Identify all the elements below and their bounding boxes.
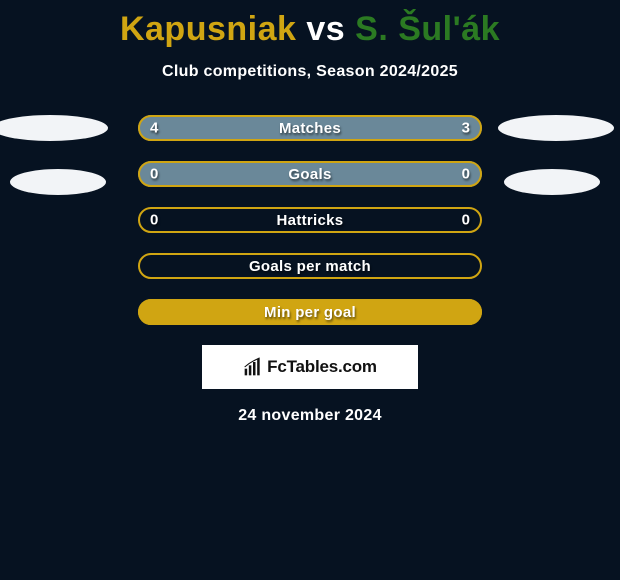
right-placeholders <box>498 115 620 195</box>
player2-name: S. Šul'ák <box>355 10 500 48</box>
stat-bar: 0 0 Hattricks <box>138 207 482 233</box>
stat-label: Goals <box>288 166 331 183</box>
stat-bar: Min per goal <box>138 299 482 325</box>
stat-left-value: 0 <box>150 212 158 229</box>
placeholder-oval <box>498 115 614 141</box>
stat-bar: 4 3 Matches <box>138 115 482 141</box>
stat-bar: 0 0 Goals <box>138 161 482 187</box>
stat-right-value: 3 <box>462 120 470 137</box>
bar-chart-icon <box>243 357 263 377</box>
comparison-title: Kapusniak vs S. Šul'ák <box>0 0 620 49</box>
stat-right-value: 0 <box>462 166 470 183</box>
placeholder-oval <box>10 169 106 195</box>
placeholder-oval <box>504 169 600 195</box>
stat-label: Matches <box>279 120 341 137</box>
player1-name: Kapusniak <box>120 10 296 48</box>
vs-text: vs <box>306 10 345 48</box>
stat-bar: Goals per match <box>138 253 482 279</box>
stat-label: Hattricks <box>277 212 344 229</box>
logo-text: FcTables.com <box>267 357 377 377</box>
subtitle: Club competitions, Season 2024/2025 <box>0 63 620 81</box>
stat-left-value: 4 <box>150 120 158 137</box>
stat-label: Min per goal <box>264 304 356 321</box>
date-text: 24 november 2024 <box>0 407 620 425</box>
stat-left-value: 0 <box>150 166 158 183</box>
placeholder-oval <box>0 115 108 141</box>
stat-label: Goals per match <box>249 258 371 275</box>
left-placeholders <box>0 115 122 195</box>
stats-content: 4 3 Matches 0 0 Goals 0 0 Hattricks Goals per mat… <box>0 115 620 325</box>
source-logo: FcTables.com <box>202 345 418 389</box>
stat-right-value: 0 <box>462 212 470 229</box>
stat-bars: 4 3 Matches 0 0 Goals 0 0 Hattricks Goals per mat… <box>138 115 482 325</box>
